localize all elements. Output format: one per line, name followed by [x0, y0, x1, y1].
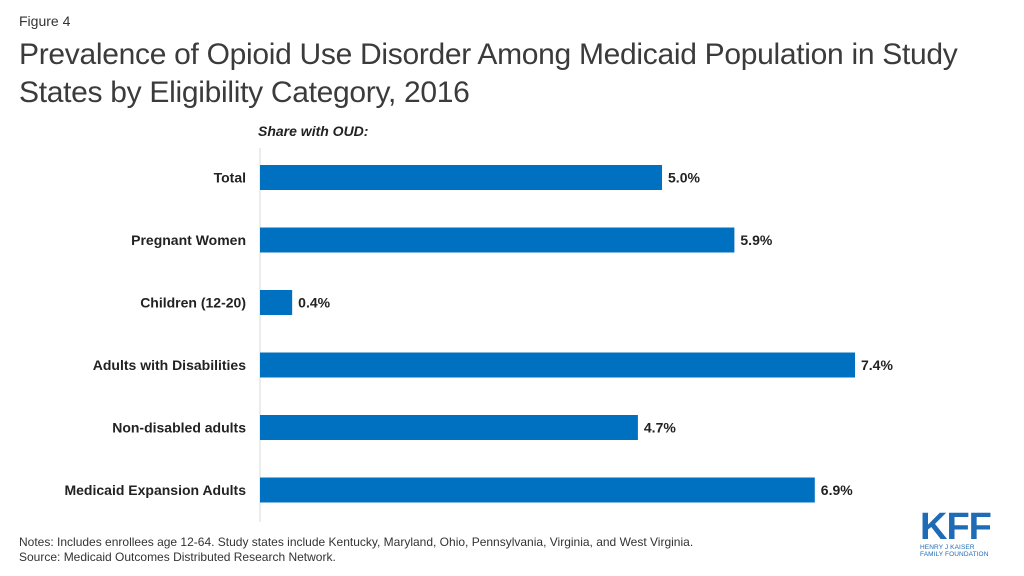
logo-line2: FAMILY FOUNDATION	[920, 551, 989, 558]
value-label: 6.9%	[821, 482, 853, 498]
value-label: 5.0%	[668, 170, 700, 186]
category-label: Medicaid Expansion Adults	[64, 482, 246, 498]
chart-subtitle: Share with OUD:	[258, 123, 368, 139]
category-label: Adults with Disabilities	[93, 357, 246, 373]
bar	[260, 477, 815, 503]
figure-label: Figure 4	[19, 13, 71, 29]
source-line: Source: Medicaid Outcomes Distributed Re…	[19, 550, 336, 564]
bar-chart: Share with OUD: Total 5.0% Pregnant Women 5…	[64, 123, 893, 522]
bar	[260, 415, 638, 440]
bar	[260, 165, 663, 190]
category-label: Pregnant Women	[131, 232, 246, 248]
bar	[260, 227, 735, 253]
logo-line1: HENRY J KAISER	[920, 544, 975, 551]
logo-letters: KFF	[920, 506, 992, 548]
category-label: Children (12-20)	[140, 295, 246, 311]
category-label: Non-disabled adults	[112, 420, 246, 436]
value-label: 4.7%	[644, 420, 676, 436]
category-label: Total	[214, 170, 246, 186]
notes: Notes: Includes enrollees age 12-64. Stu…	[19, 535, 693, 565]
value-label: 0.4%	[298, 295, 330, 311]
value-label: 7.4%	[861, 357, 893, 373]
chart-title: Prevalence of Opioid Use Disorder Among …	[19, 38, 958, 109]
notes-line: Notes: Includes enrollees age 12-64. Stu…	[19, 535, 694, 549]
bar	[260, 352, 855, 378]
kff-logo: KFF HENRY J KAISER FAMILY FOUNDATION	[920, 506, 1000, 560]
value-label: 5.9%	[740, 232, 772, 248]
bar	[260, 290, 293, 315]
